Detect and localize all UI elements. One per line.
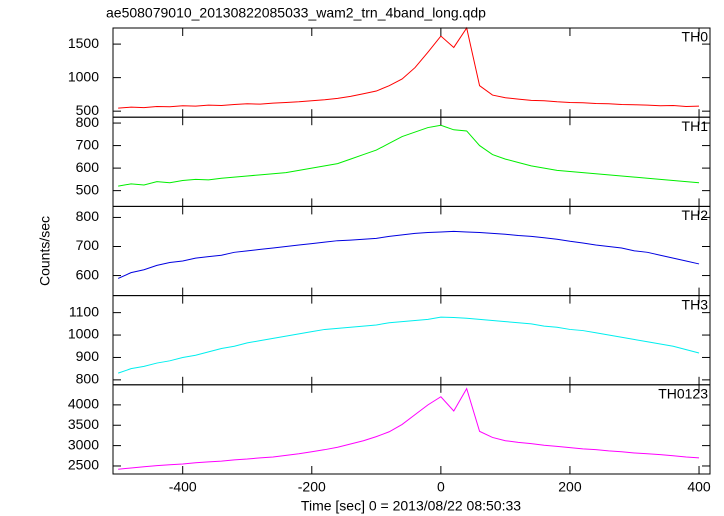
panel-label: TH3 xyxy=(682,296,709,312)
y-tick-label: 1000 xyxy=(68,68,99,84)
light-curve xyxy=(118,124,700,187)
light-curve xyxy=(117,316,700,374)
light-curve xyxy=(118,387,700,470)
y-tick-label: 4000 xyxy=(68,396,99,412)
x-tick-label: -200 xyxy=(298,479,326,495)
x-tick-label: 0 xyxy=(437,479,445,495)
panel-label: TH0 xyxy=(682,29,709,45)
y-tick-label: 900 xyxy=(76,348,100,364)
y-tick-label: 1100 xyxy=(69,303,99,319)
y-tick-label: 800 xyxy=(76,208,100,224)
panel-frame xyxy=(112,295,711,386)
y-tick-label: 700 xyxy=(76,136,100,152)
panel-label: TH0123 xyxy=(658,386,708,402)
y-tick-label: 600 xyxy=(76,266,100,282)
y-tick-label: 3000 xyxy=(68,436,99,452)
y-tick-label: 1500 xyxy=(68,35,99,51)
panel-label: TH2 xyxy=(682,207,709,223)
x-axis-label: Time [sec] 0 = 2013/08/22 08:50:33 xyxy=(301,498,521,514)
y-tick-label: 500 xyxy=(76,181,100,197)
y-tick-label: 1000 xyxy=(68,326,99,342)
panel-frame xyxy=(112,384,711,475)
light-curve xyxy=(117,230,700,279)
y-tick-label: 3500 xyxy=(68,416,99,432)
chart-title: ae508079010_20130822085033_wam2_trn_4ban… xyxy=(106,5,486,21)
x-tick-label: 200 xyxy=(558,479,582,495)
y-tick-label: 800 xyxy=(76,114,100,130)
light-curve xyxy=(118,26,700,109)
y-tick-label: 500 xyxy=(76,102,100,118)
y-axis-label: Counts/sec xyxy=(37,216,53,286)
y-tick-label: 2500 xyxy=(68,457,99,473)
panel-frame xyxy=(112,116,711,207)
y-tick-label: 700 xyxy=(76,237,100,253)
y-tick-label: 600 xyxy=(76,159,100,175)
x-tick-label: 400 xyxy=(687,479,711,495)
x-tick-label: -400 xyxy=(169,479,197,495)
y-tick-label: 800 xyxy=(76,371,100,387)
panel-frame xyxy=(112,205,711,297)
panel-label: TH1 xyxy=(682,118,709,134)
panel-frame xyxy=(112,27,711,118)
